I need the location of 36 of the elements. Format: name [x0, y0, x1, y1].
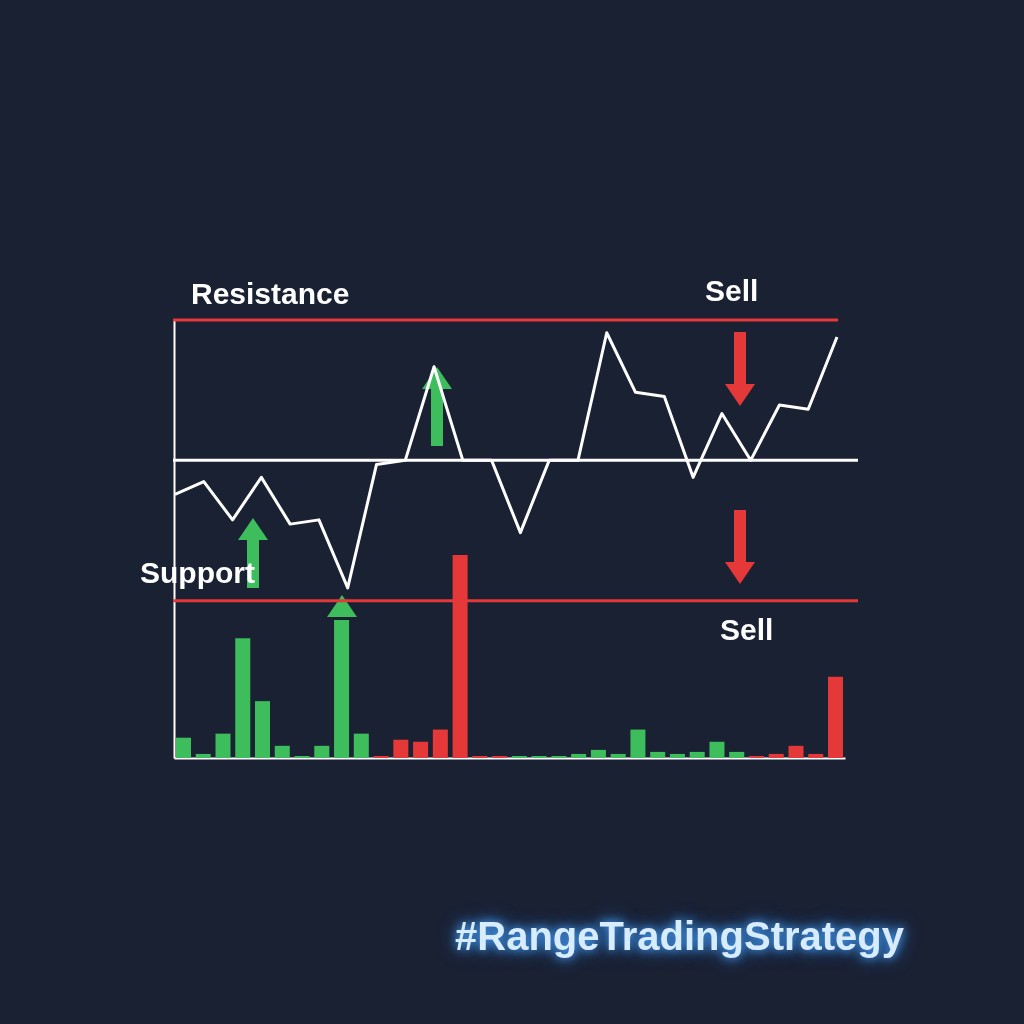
bar	[828, 676, 844, 758]
bar	[531, 755, 547, 758]
bar	[748, 755, 764, 758]
bar	[768, 753, 784, 758]
bar	[274, 745, 290, 758]
text: Sell	[705, 274, 759, 308]
bar	[551, 755, 567, 758]
bar	[650, 751, 666, 758]
bar	[432, 729, 448, 758]
bar	[808, 753, 824, 758]
ref-line-label: Resistance	[191, 277, 350, 310]
bar	[709, 741, 725, 758]
bar	[255, 701, 271, 758]
bar	[215, 733, 231, 758]
bar	[492, 755, 508, 758]
bar	[373, 755, 389, 758]
bar	[590, 749, 606, 758]
bar	[788, 745, 804, 758]
bar	[413, 741, 429, 758]
text: #RangeTradingStrategy	[455, 914, 905, 959]
bar	[472, 755, 488, 758]
annotation: Sell	[720, 613, 774, 647]
bar	[630, 729, 646, 758]
bar	[729, 751, 745, 758]
bar	[353, 733, 369, 758]
bar	[294, 755, 310, 758]
bar	[689, 751, 705, 758]
bar	[195, 753, 211, 758]
bar	[235, 638, 251, 758]
bar	[610, 753, 626, 758]
bar	[571, 753, 587, 758]
bar	[511, 755, 527, 758]
bar	[393, 739, 409, 758]
bar	[669, 753, 685, 758]
bar	[175, 737, 191, 758]
bar	[314, 745, 330, 758]
